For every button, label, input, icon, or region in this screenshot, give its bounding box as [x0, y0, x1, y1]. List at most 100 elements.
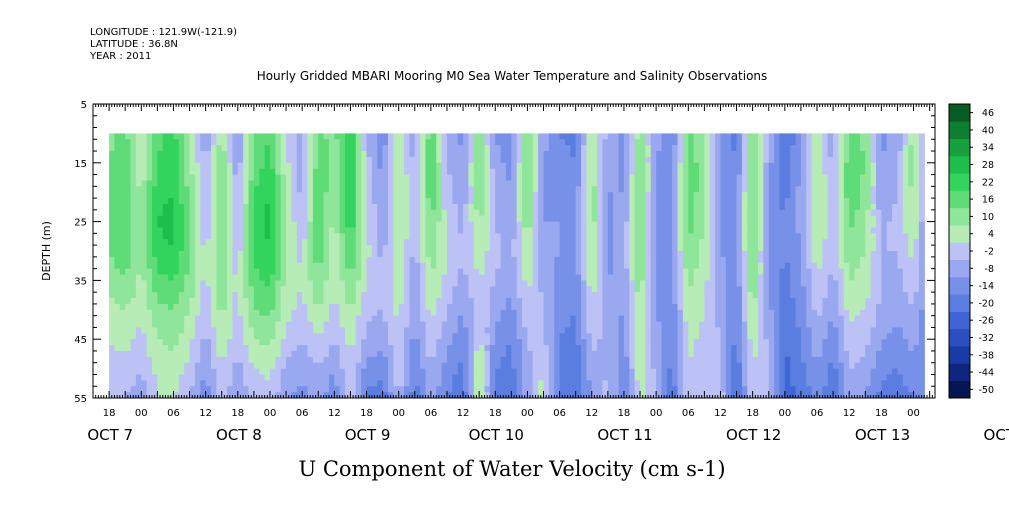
heatmap-cell — [634, 274, 641, 281]
heatmap-cell — [291, 262, 298, 270]
heatmap-cell — [559, 298, 566, 305]
heatmap-cell — [495, 327, 502, 334]
heatmap-cell — [656, 274, 663, 281]
heatmap-cell — [650, 233, 657, 240]
heatmap-cell — [522, 203, 528, 211]
heatmap-cell — [253, 315, 260, 323]
heatmap-cell — [264, 280, 271, 287]
heatmap-cell — [162, 145, 169, 152]
heatmap-cell — [500, 339, 507, 346]
heatmap-cell — [141, 298, 148, 305]
heatmap-cell — [312, 374, 319, 381]
heatmap-cell — [237, 362, 244, 370]
heatmap-cell — [189, 350, 196, 358]
heatmap-cell — [538, 286, 545, 293]
heatmap-cell — [114, 327, 121, 334]
heatmap-cell — [130, 209, 137, 217]
heatmap-cell — [607, 203, 614, 211]
heatmap-cell — [119, 339, 126, 346]
heatmap-cell — [414, 239, 421, 246]
heatmap-cell — [296, 139, 303, 146]
heatmap-cell — [559, 362, 566, 370]
heatmap-cell — [178, 321, 185, 329]
heatmap-cell — [597, 315, 604, 323]
heatmap-cell — [210, 227, 217, 234]
heatmap-cell — [114, 368, 121, 376]
heatmap-cell — [205, 280, 212, 287]
heatmap-cell — [463, 374, 470, 381]
heatmap-cell — [607, 292, 614, 299]
heatmap-cell — [398, 386, 405, 393]
heatmap-cell — [495, 345, 502, 352]
heatmap-cell — [345, 350, 352, 358]
heatmap-cell — [125, 303, 132, 311]
heatmap-cell — [168, 198, 175, 205]
heatmap-cell — [168, 251, 175, 258]
heatmap-cell — [468, 374, 475, 381]
heatmap-cell — [446, 309, 453, 317]
heatmap-cell — [307, 292, 314, 299]
heatmap-cell — [473, 180, 480, 187]
heatmap-cell — [216, 186, 223, 193]
heatmap-cell — [339, 180, 346, 187]
heatmap-cell — [173, 180, 180, 187]
heatmap-cell — [446, 345, 453, 352]
heatmap-cell — [119, 180, 126, 187]
heatmap-cell — [629, 303, 636, 311]
heatmap-cell — [141, 239, 148, 246]
heatmap-cell — [189, 315, 196, 323]
heatmap-cell — [597, 233, 604, 240]
heatmap-cell — [146, 292, 153, 299]
heatmap-cell — [371, 156, 378, 164]
heatmap-cell — [398, 268, 405, 276]
heatmap-cell — [264, 186, 271, 193]
heatmap-cell — [200, 227, 207, 234]
heatmap-cell — [323, 298, 330, 305]
heatmap-cell — [382, 192, 389, 199]
heatmap-cell — [371, 315, 378, 323]
heatmap-cell — [463, 139, 470, 146]
heatmap-cell — [307, 350, 314, 358]
heatmap-cell — [307, 162, 314, 170]
heatmap-cell — [538, 333, 545, 340]
heatmap-cell — [682, 209, 689, 217]
heatmap-cell — [570, 356, 577, 364]
heatmap-cell — [688, 162, 695, 170]
heatmap-cell — [677, 345, 684, 352]
heatmap-cell — [291, 203, 298, 211]
heatmap-cell — [200, 168, 207, 176]
heatmap-cell — [253, 145, 260, 152]
heatmap-cell — [554, 368, 561, 376]
heatmap-cell — [661, 156, 668, 164]
heatmap-cell — [366, 227, 373, 234]
heatmap-cell — [500, 386, 507, 393]
heatmap-cell — [463, 221, 470, 229]
heatmap-cell — [205, 339, 212, 346]
heatmap-cell — [350, 198, 357, 205]
heatmap-cell — [280, 245, 287, 252]
heatmap-cell — [661, 339, 668, 346]
heatmap-cell — [189, 339, 196, 346]
heatmap-cell — [618, 239, 625, 246]
heatmap-cell — [457, 327, 464, 334]
heatmap-cell — [377, 292, 384, 299]
heatmap-cell — [538, 203, 545, 211]
heatmap-cell — [404, 186, 411, 193]
heatmap-cell — [371, 162, 378, 170]
heatmap-cell — [575, 145, 582, 152]
heatmap-cell — [495, 274, 502, 281]
heatmap-cell — [253, 233, 260, 240]
heatmap-cell — [666, 268, 673, 276]
heatmap-cell — [173, 156, 180, 164]
heatmap-cell — [570, 274, 577, 281]
heatmap-cell — [393, 333, 400, 340]
heatmap-cell — [307, 268, 314, 276]
heatmap-cell — [554, 145, 561, 152]
heatmap-cell — [688, 227, 695, 234]
heatmap-cell — [302, 192, 309, 199]
heatmap-cell — [189, 380, 196, 387]
heatmap-cell — [248, 315, 255, 323]
heatmap-cell — [650, 333, 657, 340]
heatmap-cell — [210, 156, 217, 164]
heatmap-cell — [307, 298, 314, 305]
